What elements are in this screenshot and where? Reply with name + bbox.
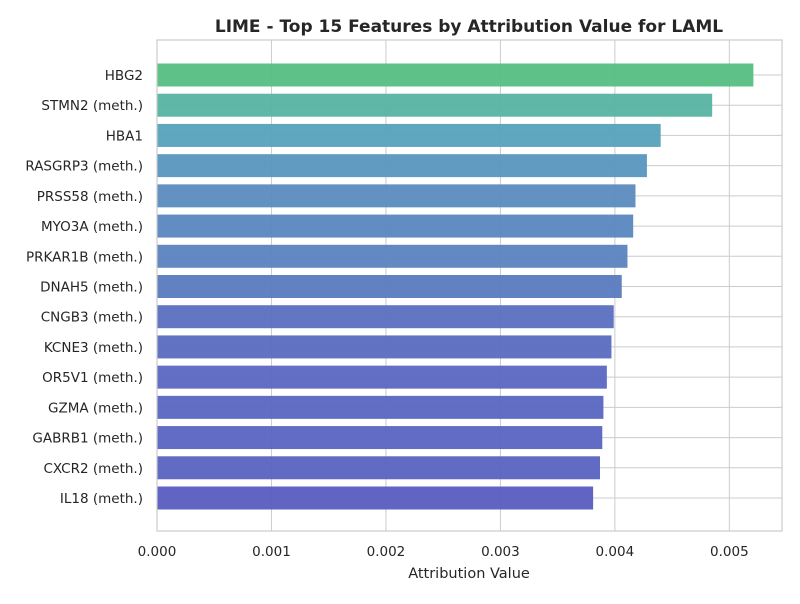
plot-frame <box>156 39 783 532</box>
bar <box>157 123 661 147</box>
bar <box>157 184 636 208</box>
bar <box>157 365 607 389</box>
y-tick-label: OR5V1 (meth.) <box>42 370 143 386</box>
bar <box>157 426 603 450</box>
y-tick-label: HBA1 <box>106 128 143 144</box>
bar <box>157 335 612 359</box>
y-tick-label: KCNE3 (meth.) <box>44 340 143 356</box>
bar <box>157 305 614 329</box>
y-tick-label: CNGB3 (meth.) <box>41 310 143 326</box>
y-tick-label: GZMA (meth.) <box>48 400 143 416</box>
bar <box>157 154 647 178</box>
y-tick-label: STMN2 (meth.) <box>41 98 143 114</box>
bar <box>157 395 604 419</box>
x-tick-label: 0.001 <box>252 544 291 560</box>
bars <box>157 63 754 510</box>
bar <box>157 214 634 238</box>
x-tick-label: 0.004 <box>596 544 635 560</box>
y-tick-label: PRSS58 (meth.) <box>37 189 143 205</box>
x-tick-label: 0.005 <box>710 544 749 560</box>
y-tick-label: CXCR2 (meth.) <box>43 461 143 477</box>
x-tick-label: 0.003 <box>481 544 520 560</box>
x-axis-label: Attribution Value <box>408 566 530 582</box>
y-tick-label: GABRB1 (meth.) <box>32 431 143 447</box>
y-tick-label: MYO3A (meth.) <box>41 219 143 235</box>
bar <box>157 456 600 480</box>
x-tick-label: 0.000 <box>138 544 177 560</box>
x-tick-labels: 0.000 0.001 0.002 0.003 0.004 0.005 <box>138 544 749 560</box>
y-tick-label: IL18 (meth.) <box>60 491 143 507</box>
bar <box>157 93 713 117</box>
bar <box>157 275 622 298</box>
x-tick-label: 0.002 <box>367 544 406 560</box>
y-tick-labels: HBG2 STMN2 (meth.) HBA1 RASGRP3 (meth.) PRSS… <box>25 68 143 507</box>
bar <box>157 486 594 510</box>
y-tick-label: HBG2 <box>105 68 143 84</box>
y-tick-label: RASGRP3 (meth.) <box>25 159 143 175</box>
y-tick-label: DNAH5 (meth.) <box>40 280 143 296</box>
y-tick-label: PRKAR1B (meth.) <box>26 249 143 265</box>
bar <box>157 63 754 87</box>
bar <box>157 244 628 268</box>
chart-title: LIME - Top 15 Features by Attribution Va… <box>215 17 723 37</box>
